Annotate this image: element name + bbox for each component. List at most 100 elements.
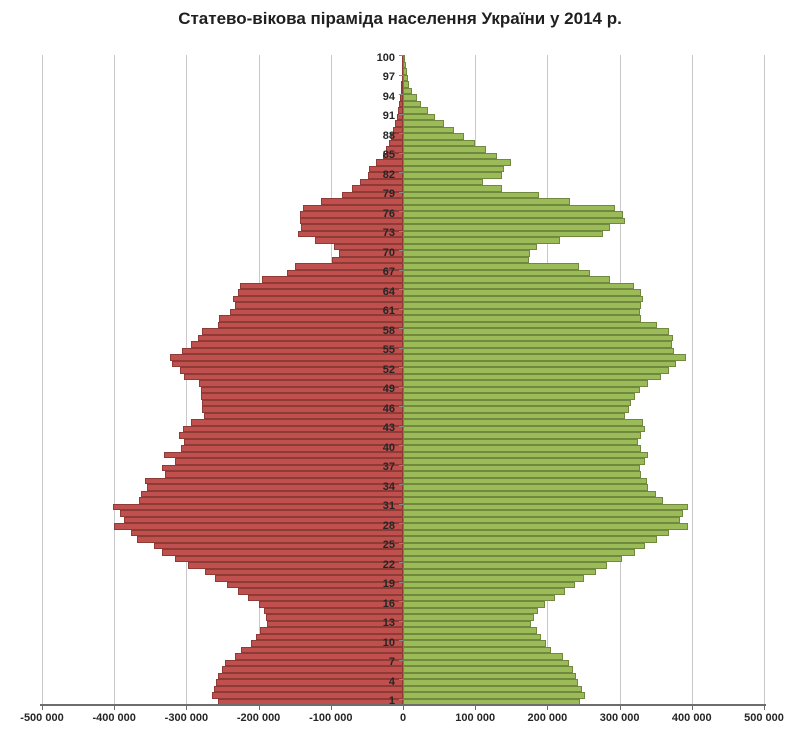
- x-axis-tick: [42, 706, 43, 710]
- x-axis-tick-label: 500 000: [744, 712, 784, 724]
- age-axis-label-4: 4: [388, 675, 395, 688]
- bar-females-age-41: [403, 438, 639, 445]
- bar-females-age-2: [403, 692, 585, 699]
- age-axis-tick: [399, 659, 403, 661]
- age-axis-label-19: 19: [382, 578, 395, 591]
- bar-females-age-4: [403, 679, 579, 686]
- bar-males-age-25: [153, 542, 403, 549]
- bar-females-age-13: [403, 620, 531, 627]
- x-axis-tick-label: 400 000: [671, 712, 712, 724]
- bar-females-age-58: [403, 328, 669, 335]
- x-axis-tick: [403, 706, 404, 710]
- bar-females-age-91: [403, 113, 436, 120]
- bar-males-age-68: [294, 263, 403, 270]
- age-axis-tick: [399, 445, 403, 446]
- age-axis-label-28: 28: [382, 519, 395, 532]
- bar-males-age-79: [341, 191, 403, 198]
- age-axis-label-7: 7: [388, 656, 395, 669]
- gridline-400000: [691, 55, 693, 705]
- bar-males-age-57: [197, 334, 403, 341]
- x-axis-tick-label: 200 000: [527, 712, 568, 724]
- bar-females-age-63: [403, 295, 643, 302]
- bar-males-age-48: [200, 393, 403, 400]
- age-axis-tick: [399, 113, 403, 115]
- bar-females-age-71: [403, 243, 538, 250]
- age-axis-tick: [399, 523, 403, 524]
- bar-males-age-23: [174, 555, 403, 562]
- age-axis-tick: [399, 308, 403, 310]
- bar-females-age-23: [403, 555, 622, 562]
- bar-males-age-14: [265, 614, 403, 621]
- bar-females-age-72: [403, 237, 560, 244]
- age-axis-label-82: 82: [382, 168, 395, 181]
- bar-females-age-24: [403, 549, 636, 556]
- bar-males-age-37: [161, 464, 403, 471]
- gridline--400000: [114, 55, 116, 705]
- age-axis-tick: [399, 581, 403, 583]
- bar-males-age-66: [262, 276, 403, 283]
- bar-females-age-80: [403, 185, 502, 192]
- age-axis-label-94: 94: [382, 90, 395, 103]
- bar-males-age-69: [332, 256, 403, 263]
- bar-males-age-22: [187, 562, 403, 569]
- bar-males-age-60: [218, 315, 403, 322]
- age-axis-tick: [399, 679, 403, 680]
- bar-males-age-72: [314, 237, 403, 244]
- bar-females-age-67: [403, 269, 590, 276]
- bar-females-age-47: [403, 399, 632, 406]
- bar-females-age-93: [403, 100, 422, 107]
- bar-females-age-83: [403, 165, 505, 172]
- bar-females-age-82: [403, 172, 502, 179]
- bar-males-age-90: [395, 120, 403, 127]
- bar-females-age-89: [403, 126, 454, 133]
- bar-females-age-37: [403, 464, 640, 471]
- age-axis-tick: [399, 152, 403, 154]
- age-axis-tick: [399, 230, 403, 232]
- bar-females-age-27: [403, 529, 669, 536]
- bar-females-age-81: [403, 178, 484, 185]
- age-axis-tick: [399, 172, 403, 173]
- bar-males-age-8: [234, 653, 403, 660]
- bar-females-age-61: [403, 308, 640, 315]
- age-axis-label-70: 70: [382, 246, 395, 259]
- age-axis-tick: [399, 503, 403, 505]
- bar-females-age-42: [403, 432, 641, 439]
- bar-males-age-56: [191, 341, 403, 348]
- age-axis-label-88: 88: [382, 129, 395, 142]
- bar-males-age-34: [146, 484, 403, 491]
- age-axis-tick: [399, 386, 403, 388]
- bar-males-age-64: [237, 289, 403, 296]
- bar-males-age-36: [164, 471, 403, 478]
- bar-females-age-38: [403, 458, 645, 465]
- bar-males-age-92: [397, 107, 403, 114]
- age-axis-label-100: 100: [376, 51, 395, 64]
- bar-females-age-18: [403, 588, 566, 595]
- bar-males-age-9: [240, 646, 403, 653]
- bar-females-age-66: [403, 276, 611, 283]
- age-axis-label-97: 97: [382, 71, 395, 84]
- gridline--300000: [186, 55, 188, 705]
- bar-females-age-84: [403, 159, 512, 166]
- bar-females-age-60: [403, 315, 642, 322]
- bar-males-age-5: [218, 672, 403, 679]
- age-axis-tick: [399, 328, 403, 329]
- bar-males-age-51: [184, 373, 403, 380]
- age-axis-label-43: 43: [382, 422, 395, 435]
- bar-females-age-14: [403, 614, 535, 621]
- age-axis-tick: [399, 133, 403, 134]
- bar-females-age-88: [403, 133, 465, 140]
- bar-females-age-95: [403, 87, 413, 94]
- age-axis-tick: [399, 55, 403, 56]
- bar-males-age-58: [201, 328, 403, 335]
- bar-males-age-63: [232, 295, 403, 302]
- x-axis-tick: [547, 706, 549, 710]
- bar-females-age-68: [403, 263, 580, 270]
- bar-females-age-5: [403, 672, 577, 679]
- age-axis-tick: [399, 269, 403, 271]
- age-axis-tick: [399, 640, 403, 641]
- x-axis-tick: [330, 706, 332, 710]
- bar-males-age-41: [183, 438, 403, 445]
- age-axis-tick: [399, 484, 403, 485]
- bar-males-age-76: [299, 211, 403, 218]
- gridline--500000: [42, 55, 43, 705]
